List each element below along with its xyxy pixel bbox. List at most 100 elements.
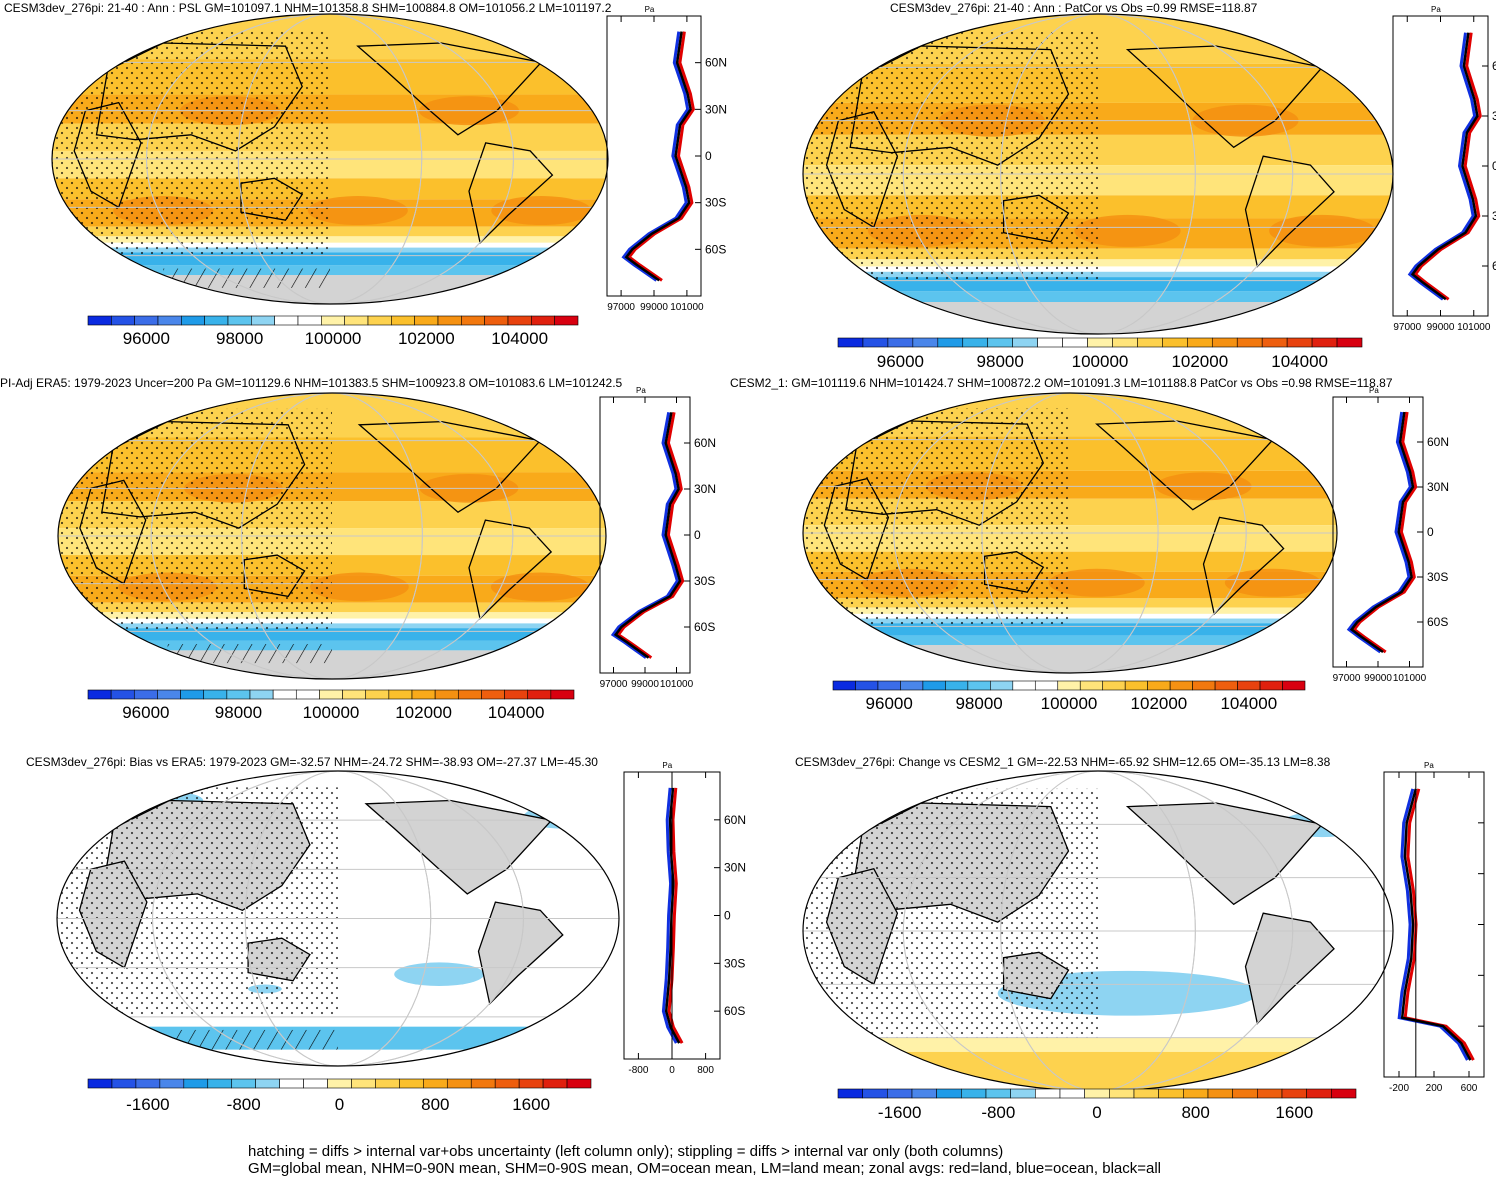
colorbar-swatch [962, 337, 989, 348]
map-border [51, 13, 609, 305]
zonal-x-label: 99000 [1427, 322, 1455, 333]
continent-outline [1244, 912, 1335, 1025]
colorbar-label: 100000 [303, 703, 360, 722]
graticule-lon [237, 14, 423, 304]
colorbar-swatch [887, 337, 914, 348]
colorbar-swatch [504, 689, 529, 700]
colorbar-swatch [157, 689, 181, 700]
map-3 [58, 393, 606, 679]
colorbar-label: 100000 [1041, 694, 1098, 713]
zonal-curve-ocean [1397, 788, 1469, 1061]
high-pressure-cell [491, 196, 592, 226]
colorbar-swatch [911, 1088, 937, 1099]
zonal-lat-label: 30S [1492, 209, 1496, 223]
colorbar-swatch [554, 315, 579, 326]
colorbar-swatch [388, 689, 413, 700]
zonal-x-label: -200 [1389, 1083, 1409, 1094]
zonal-curve-land [616, 412, 685, 659]
colorbar-swatch [437, 315, 462, 326]
colorbar-swatch [1147, 680, 1171, 691]
colorbar-swatch [1192, 680, 1216, 691]
colorbar-swatch [157, 315, 182, 326]
graticule-lon [152, 771, 524, 1066]
colorbar-swatch [855, 680, 879, 691]
zonal-lat-label: 60S [705, 242, 726, 256]
graticule-lon [902, 14, 1294, 334]
zonal-lat-label: 60N [1427, 435, 1449, 449]
colorbar-swatch [494, 1078, 520, 1089]
positive-anomaly [803, 1051, 1393, 1091]
footer-line-1: hatching = diffs > internal var+obs unce… [248, 1143, 1004, 1160]
colorbar-swatch [344, 315, 369, 326]
colorbar-label: 96000 [866, 694, 913, 713]
colorbar-swatch [279, 1078, 304, 1089]
colorbar-swatch [484, 315, 509, 326]
zonal-lat-label: 60S [1427, 615, 1448, 629]
graticule-lon [244, 771, 432, 1066]
zonal-curve-land [1413, 32, 1482, 301]
zonal-x-label: 97000 [600, 679, 628, 690]
zonal-x-label: -800 [628, 1065, 648, 1076]
graticule-lon [893, 393, 1247, 673]
colorbar-swatch [837, 337, 864, 348]
colorbar-swatch [900, 680, 924, 691]
colorbar-swatch [367, 315, 392, 326]
colorbar-swatch [550, 689, 575, 700]
colorbar-swatch [936, 1088, 962, 1099]
zonal-curve-all [1410, 32, 1479, 301]
zonal-curve-all [664, 787, 681, 1044]
colorbar-swatch [1281, 1088, 1307, 1099]
high-pressure-cell [1269, 214, 1376, 247]
colorbar-swatch [945, 680, 969, 691]
map-6 [803, 771, 1393, 1091]
colorbar-swatch [470, 1078, 496, 1089]
colorbar-swatch [134, 315, 159, 326]
zonal-x-label: 0 [669, 1065, 675, 1076]
zonal-curve-ocean [661, 787, 678, 1044]
colorbar-label: 1600 [512, 1095, 550, 1114]
positive-anomaly [803, 1037, 1393, 1052]
colorbar-label: 104000 [488, 703, 545, 722]
zonal-unit: Pa [1424, 761, 1434, 770]
colorbar-swatch [961, 1088, 987, 1099]
colorbar-swatch [877, 680, 901, 691]
zonal-lat-label: 0 [694, 528, 701, 542]
colorbar-swatch [1207, 1088, 1233, 1099]
colorbar-swatch [255, 1078, 280, 1089]
zonal-lat-label: 30N [694, 482, 716, 496]
zonal-lat-label: 60S [1492, 259, 1496, 273]
colorbar-swatch [111, 315, 135, 326]
colorbar-swatch [1286, 337, 1313, 348]
panel-title-4: CESM2_1: GM=101119.6 NHM=101424.7 SHM=10… [730, 376, 1393, 390]
zonal-frame [1383, 771, 1485, 1078]
zonal-frame [1332, 396, 1424, 668]
zonal-curve-land [627, 31, 695, 282]
colorbar-swatch [1331, 1088, 1357, 1099]
zonal-x-label: 99000 [1364, 673, 1392, 684]
graticule-lon [981, 393, 1159, 673]
colorbar-swatch [566, 1078, 592, 1089]
colorbar-swatch [87, 315, 112, 326]
colorbar-label: 104000 [1271, 352, 1328, 371]
colorbar-swatch [1034, 680, 1059, 691]
colorbar-swatch [204, 315, 229, 326]
zonal-x-label: 99000 [631, 679, 659, 690]
zonal-curve-all [613, 412, 682, 659]
colorbar-swatch [351, 1078, 376, 1089]
zonal-lat-label: 30N [1427, 480, 1449, 494]
colorbar-swatch [274, 315, 299, 326]
colorbar-swatch [183, 1078, 209, 1089]
zonal-curve-all [1400, 788, 1472, 1061]
colorbar-swatch [365, 689, 390, 700]
zonal-lat-label: 30S [1427, 570, 1448, 584]
zonal-frame [606, 15, 702, 297]
colorbar-swatch [414, 315, 439, 326]
colorbar-swatch [1137, 337, 1163, 348]
zonal-frame [1392, 15, 1489, 317]
zonal-unit: Pa [662, 761, 672, 770]
colorbar-swatch [1133, 1088, 1159, 1099]
colorbar-swatch [1062, 337, 1088, 348]
zonal-lat-label: 30N [1492, 109, 1496, 123]
colorbar-swatch [527, 689, 552, 700]
psl-band [803, 645, 1337, 673]
